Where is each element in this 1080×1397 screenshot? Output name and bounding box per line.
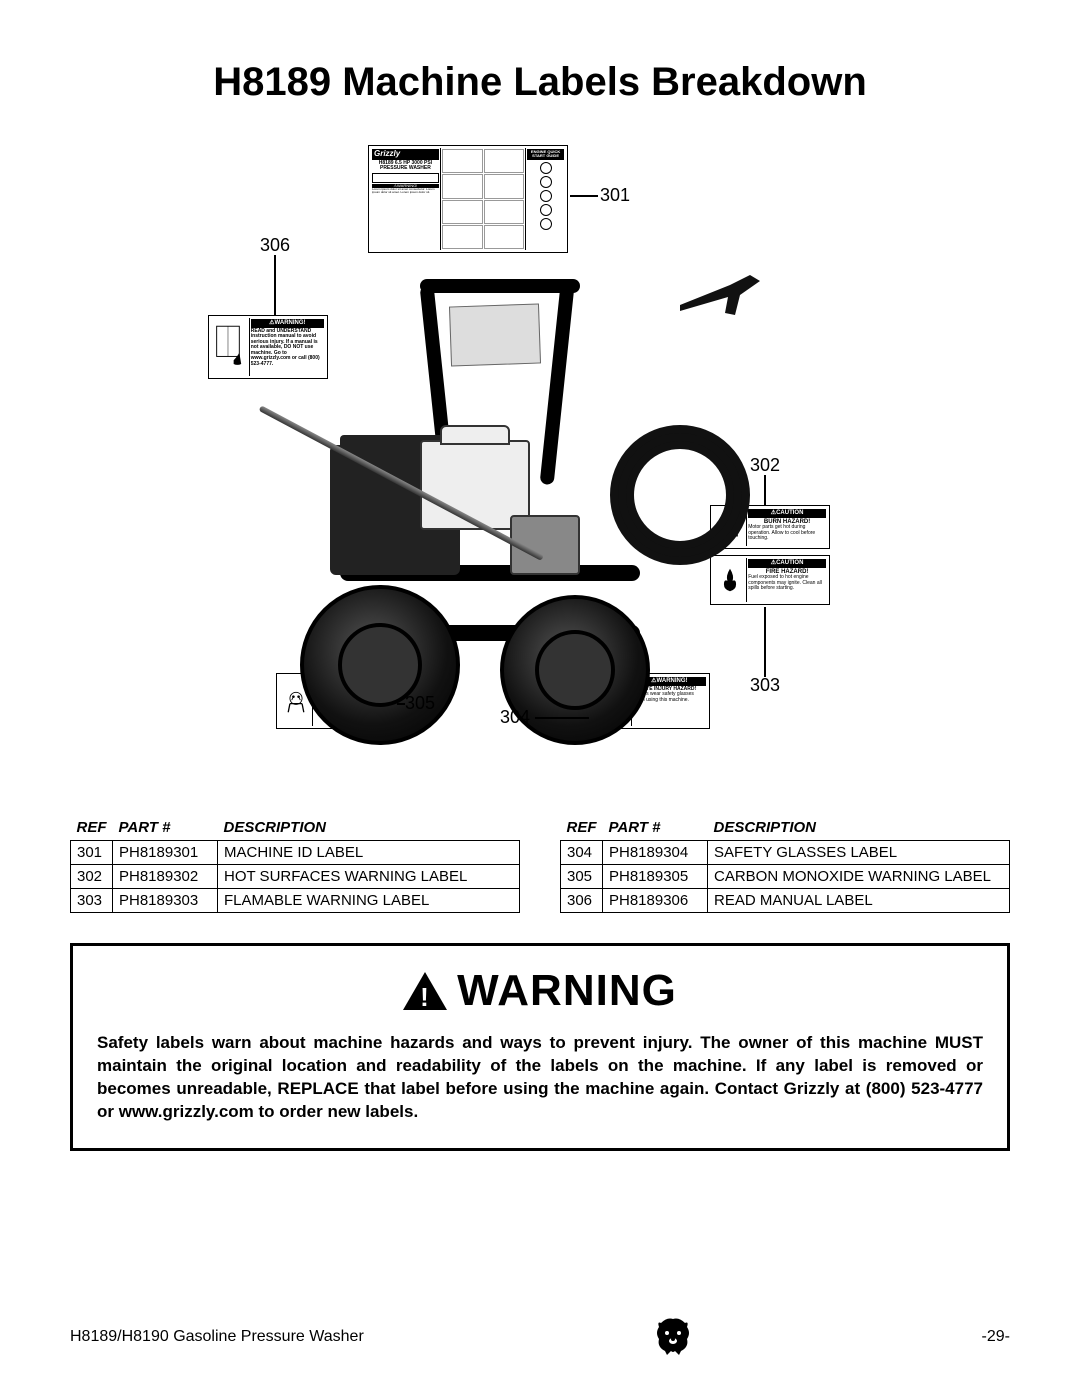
table-row: 303 PH8189303 FLAMABLE WARNING LABEL [71,889,520,913]
col-header-ref: REF [561,815,603,841]
parts-table-right: REF PART # DESCRIPTION 304 PH8189304 SAF… [560,815,1010,913]
col-header-ref: REF [71,815,113,841]
page-footer: H8189/H8190 Gasoline Pressure Washer -29… [70,1317,1010,1357]
table-row: 302 PH8189302 HOT SURFACES WARNING LABEL [71,865,520,889]
callout-306: 306 [260,235,290,256]
warning-header: WARNING [97,966,983,1016]
table-row: 305 PH8189305 CARBON MONOXIDE WARNING LA… [561,865,1010,889]
warning-box: WARNING Safety labels warn about machine… [70,943,1010,1151]
parts-table-left: REF PART # DESCRIPTION 301 PH8189301 MAC… [70,815,520,913]
warning-triangle-icon [403,972,447,1010]
col-header-desc: DESCRIPTION [708,815,1010,841]
col-header-part: PART # [113,815,218,841]
labels-diagram: Grizzly H8189 6.5 HP 3000 PSI PRESSURE W… [70,135,1010,775]
col-header-desc: DESCRIPTION [218,815,520,841]
warning-heading-text: WARNING [457,966,677,1016]
callout-303: 303 [750,675,780,696]
warning-body-text: Safety labels warn about machine hazards… [97,1032,983,1124]
callout-302: 302 [750,455,780,476]
footer-page-number: -29- [982,1328,1010,1346]
page-title: H8189 Machine Labels Breakdown [70,60,1010,105]
pressure-washer-illustration [280,285,740,745]
parts-tables: REF PART # DESCRIPTION 301 PH8189301 MAC… [70,815,1010,913]
table-row: 306 PH8189306 READ MANUAL LABEL [561,889,1010,913]
table-row: 304 PH8189304 SAFETY GLASSES LABEL [561,841,1010,865]
callout-305: 305 [405,693,435,714]
grizzly-bear-logo-icon [653,1317,693,1357]
footer-left: H8189/H8190 Gasoline Pressure Washer [70,1328,364,1346]
callout-301: 301 [600,185,630,206]
col-header-part: PART # [603,815,708,841]
callout-304: 304 [500,707,530,728]
label-301-machine-id: Grizzly H8189 6.5 HP 3000 PSI PRESSURE W… [368,145,568,253]
table-row: 301 PH8189301 MACHINE ID LABEL [71,841,520,865]
